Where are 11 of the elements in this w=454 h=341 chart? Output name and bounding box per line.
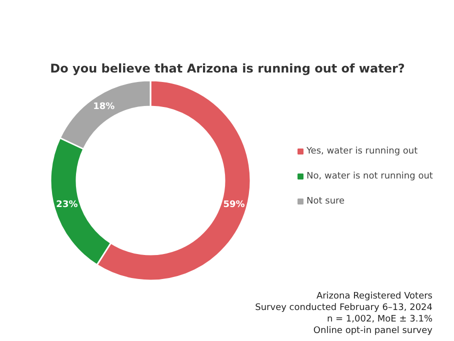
legend-label: Yes, water is running out — [306, 146, 418, 156]
data-label: 18% — [93, 102, 115, 112]
legend-label: No, water is not running out — [306, 172, 434, 182]
text: n = 1,002, MoE ± 3.1% — [326, 314, 433, 324]
text: Arizona Registered Voters — [316, 292, 433, 302]
text: Online opt-in panel survey — [313, 326, 434, 336]
chart-title: Do you believe that Arizona is running out of water? — [50, 62, 405, 76]
data-label: 59% — [223, 200, 245, 210]
legend-label: Not sure — [306, 196, 346, 206]
text: Survey conducted February 6–13, 2024 — [255, 303, 433, 313]
data-label: 23% — [56, 200, 78, 210]
